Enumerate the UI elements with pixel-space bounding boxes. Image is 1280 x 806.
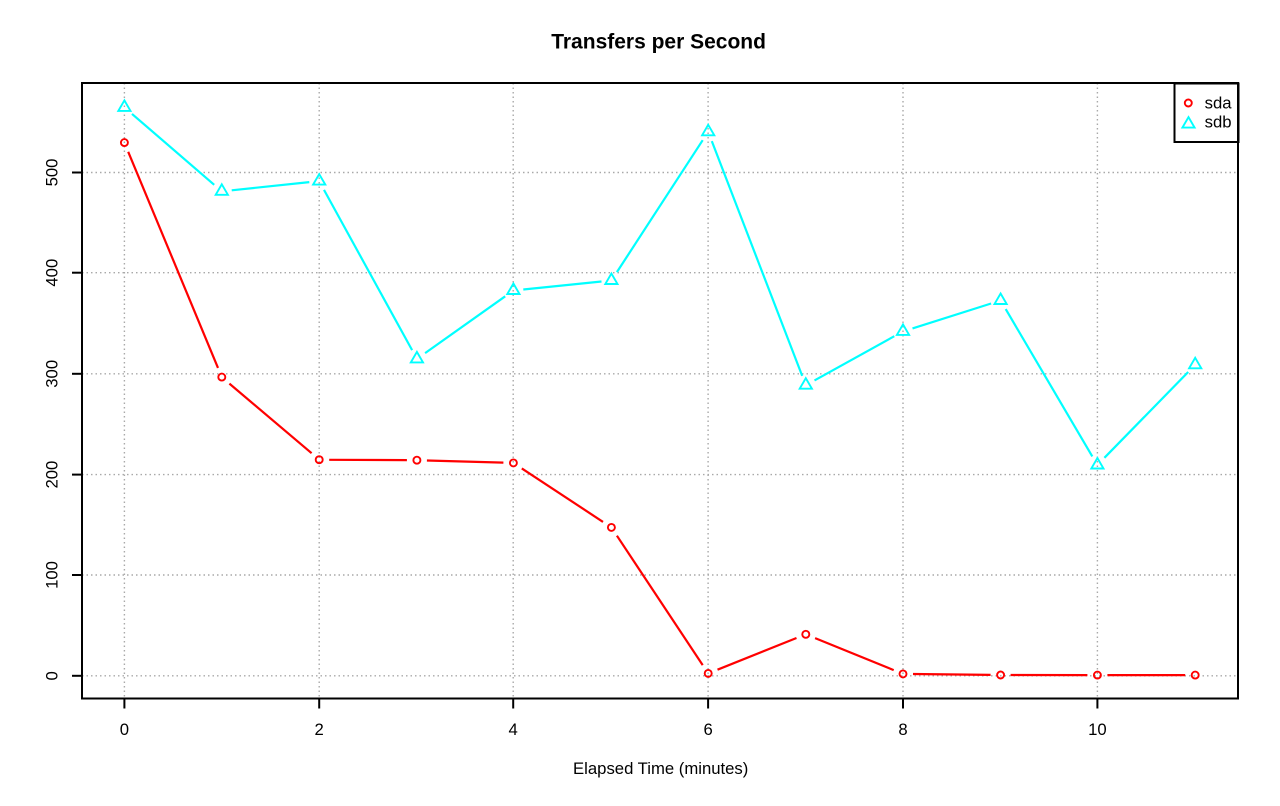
svg-text:0: 0 xyxy=(120,720,129,739)
svg-text:sdb: sdb xyxy=(1205,113,1232,132)
svg-text:300: 300 xyxy=(43,360,62,388)
svg-text:0: 0 xyxy=(43,671,62,680)
svg-text:100: 100 xyxy=(43,561,62,589)
svg-text:2: 2 xyxy=(315,720,324,739)
svg-text:Transfers per Second: Transfers per Second xyxy=(551,30,766,53)
svg-text:8: 8 xyxy=(898,720,907,739)
svg-text:6: 6 xyxy=(703,720,712,739)
svg-text:400: 400 xyxy=(43,259,62,287)
svg-text:500: 500 xyxy=(43,159,62,187)
svg-text:4: 4 xyxy=(509,720,518,739)
svg-text:Elapsed Time (minutes): Elapsed Time (minutes) xyxy=(573,759,748,778)
svg-text:200: 200 xyxy=(43,461,62,489)
svg-text:sda: sda xyxy=(1205,93,1233,112)
svg-text:10: 10 xyxy=(1088,720,1107,739)
